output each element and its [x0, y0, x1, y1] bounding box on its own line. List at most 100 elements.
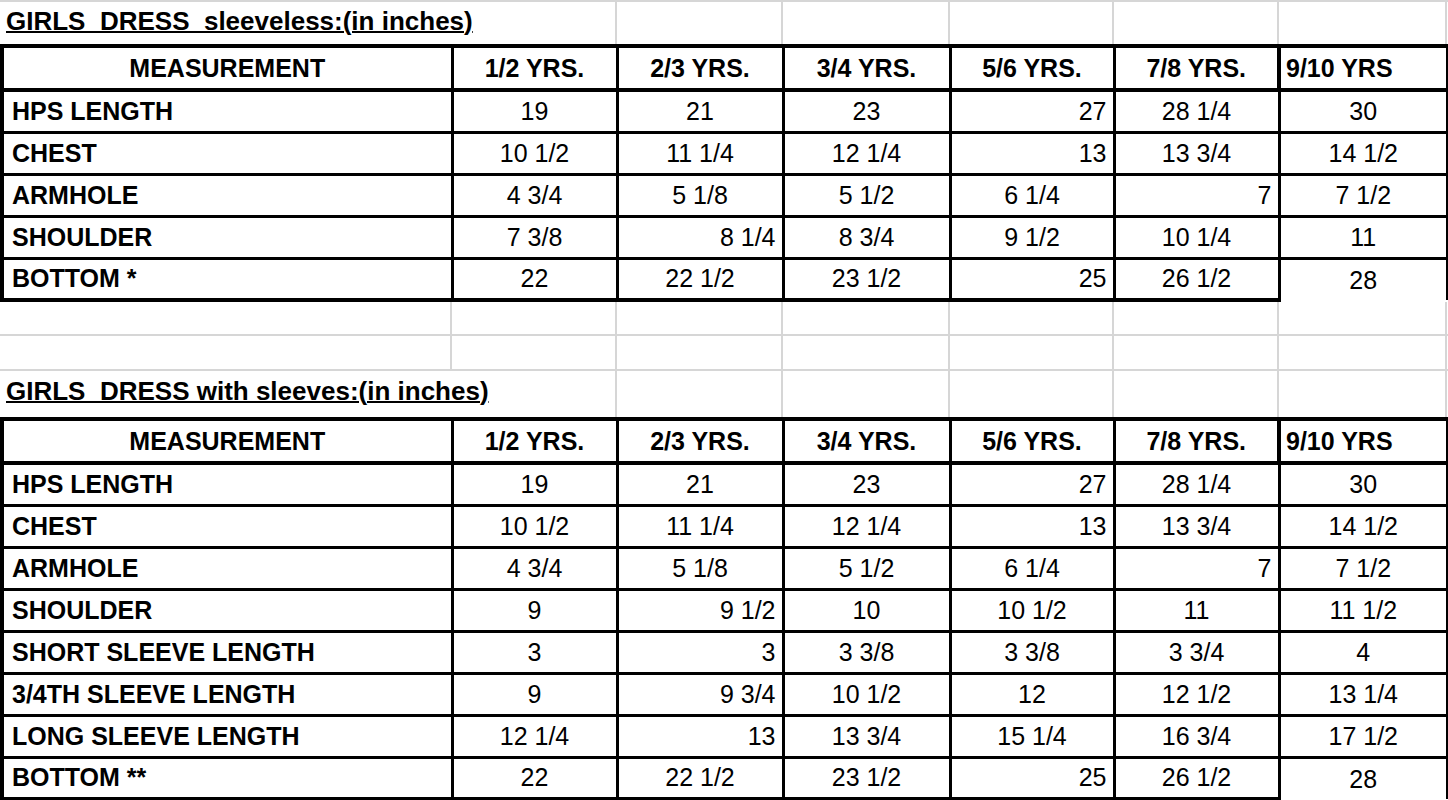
row-label[interactable]: BOTTOM * [2, 258, 452, 300]
row-label[interactable]: SHORT SLEEVE LENGTH [2, 631, 452, 673]
value-cell[interactable]: 19 [452, 463, 617, 505]
value-cell[interactable]: 12 1/4 [783, 132, 950, 174]
value-cell[interactable]: 10 1/2 [783, 673, 950, 715]
value-cell[interactable]: 7 [1114, 547, 1279, 589]
value-cell[interactable]: 13 3/4 [1114, 505, 1279, 547]
value-cell[interactable]: 9 1/2 [617, 589, 783, 631]
value-cell[interactable]: 13 3/4 [1114, 132, 1279, 174]
value-cell[interactable]: 4 3/4 [452, 174, 617, 216]
value-cell[interactable]: 7 1/2 [1279, 547, 1448, 589]
value-cell[interactable]: 12 1/2 [1114, 673, 1279, 715]
value-cell[interactable]: 7 [1114, 174, 1279, 216]
row-label[interactable]: SHOULDER [2, 216, 452, 258]
value-cell[interactable]: 23 [783, 463, 950, 505]
row-label[interactable]: HPS LENGTH [2, 90, 452, 132]
value-cell[interactable]: 6 1/4 [950, 174, 1114, 216]
value-cell[interactable]: 25 [950, 757, 1114, 799]
row-label[interactable]: ARMHOLE [2, 547, 452, 589]
value-cell[interactable]: 11 1/4 [617, 132, 783, 174]
value-cell[interactable]: 21 [617, 463, 783, 505]
value-cell[interactable]: 11 [1114, 589, 1279, 631]
value-cell[interactable]: 13 1/4 [1279, 673, 1448, 715]
column-header[interactable]: 7/8 YRS. [1114, 46, 1279, 90]
value-cell[interactable]: 10 1/2 [452, 132, 617, 174]
value-cell[interactable]: 19 [452, 90, 617, 132]
row-label[interactable]: ARMHOLE [2, 174, 452, 216]
value-cell[interactable]: 5 1/8 [617, 174, 783, 216]
column-header[interactable]: 3/4 YRS. [783, 419, 950, 463]
value-cell[interactable]: 3 [452, 631, 617, 673]
value-cell[interactable]: 3 3/8 [783, 631, 950, 673]
value-cell[interactable]: 8 1/4 [617, 216, 783, 258]
value-cell[interactable]: 16 3/4 [1114, 715, 1279, 757]
value-cell[interactable]: 13 3/4 [783, 715, 950, 757]
value-cell[interactable]: 5 1/8 [617, 547, 783, 589]
value-cell[interactable]: 10 1/4 [1114, 216, 1279, 258]
value-cell[interactable]: 10 [783, 589, 950, 631]
value-cell[interactable]: 26 1/2 [1114, 258, 1279, 300]
value-cell[interactable]: 23 [783, 90, 950, 132]
value-cell[interactable]: 12 [950, 673, 1114, 715]
value-cell[interactable]: 28 1/4 [1114, 463, 1279, 505]
table-title-sleeveless[interactable]: GIRLS DRESS sleeveless:(in inches) [6, 6, 473, 36]
value-cell[interactable]: 27 [950, 463, 1114, 505]
value-cell[interactable]: 22 [452, 757, 617, 799]
value-cell[interactable]: 6 1/4 [950, 547, 1114, 589]
column-header[interactable]: 5/6 YRS. [950, 46, 1114, 90]
value-cell[interactable]: 22 1/2 [617, 757, 783, 799]
value-cell[interactable]: 10 1/2 [452, 505, 617, 547]
column-header[interactable]: MEASUREMENT [2, 46, 452, 90]
row-label[interactable]: HPS LENGTH [2, 463, 452, 505]
table-title-with-sleeves[interactable]: GIRLS DRESS with sleeves:(in inches) [6, 376, 489, 406]
column-header[interactable]: 1/2 YRS. [452, 46, 617, 90]
row-label[interactable]: 3/4TH SLEEVE LENGTH [2, 673, 452, 715]
value-cell[interactable]: 5 1/2 [783, 547, 950, 589]
value-cell[interactable]: 13 [950, 505, 1114, 547]
value-cell[interactable]: 11 1/2 [1279, 589, 1448, 631]
value-cell[interactable]: 7 3/8 [452, 216, 617, 258]
value-cell[interactable]: 17 1/2 [1279, 715, 1448, 757]
value-cell[interactable]: 13 [950, 132, 1114, 174]
value-cell[interactable]: 9 3/4 [617, 673, 783, 715]
value-cell[interactable]: 28 [1279, 757, 1448, 799]
value-cell[interactable]: 30 [1279, 90, 1448, 132]
column-header[interactable]: 1/2 YRS. [452, 419, 617, 463]
row-label[interactable]: LONG SLEEVE LENGTH [2, 715, 452, 757]
value-cell[interactable]: 14 1/2 [1279, 505, 1448, 547]
value-cell[interactable]: 3 3/4 [1114, 631, 1279, 673]
value-cell[interactable]: 30 [1279, 463, 1448, 505]
value-cell[interactable]: 23 1/2 [783, 258, 950, 300]
value-cell[interactable]: 28 1/4 [1114, 90, 1279, 132]
value-cell[interactable]: 21 [617, 90, 783, 132]
value-cell[interactable]: 7 1/2 [1279, 174, 1448, 216]
value-cell[interactable]: 14 1/2 [1279, 132, 1448, 174]
value-cell[interactable]: 4 [1279, 631, 1448, 673]
value-cell[interactable]: 9 [452, 589, 617, 631]
column-header[interactable]: 9/10 YRS [1279, 46, 1448, 90]
row-label[interactable]: BOTTOM ** [2, 757, 452, 799]
value-cell[interactable]: 23 1/2 [783, 757, 950, 799]
column-header[interactable]: 3/4 YRS. [783, 46, 950, 90]
value-cell[interactable]: 22 1/2 [617, 258, 783, 300]
value-cell[interactable]: 3 [617, 631, 783, 673]
value-cell[interactable]: 12 1/4 [452, 715, 617, 757]
value-cell[interactable]: 27 [950, 90, 1114, 132]
column-header[interactable]: MEASUREMENT [2, 419, 452, 463]
value-cell[interactable]: 5 1/2 [783, 174, 950, 216]
row-label[interactable]: CHEST [2, 505, 452, 547]
value-cell[interactable]: 9 [452, 673, 617, 715]
column-header[interactable]: 2/3 YRS. [617, 46, 783, 90]
value-cell[interactable]: 8 3/4 [783, 216, 950, 258]
value-cell[interactable]: 22 [452, 258, 617, 300]
value-cell[interactable]: 12 1/4 [783, 505, 950, 547]
row-label[interactable]: CHEST [2, 132, 452, 174]
column-header[interactable]: 5/6 YRS. [950, 419, 1114, 463]
value-cell[interactable]: 25 [950, 258, 1114, 300]
value-cell[interactable]: 28 [1279, 258, 1448, 300]
column-header[interactable]: 9/10 YRS [1279, 419, 1448, 463]
value-cell[interactable]: 15 1/4 [950, 715, 1114, 757]
value-cell[interactable]: 10 1/2 [950, 589, 1114, 631]
value-cell[interactable]: 3 3/8 [950, 631, 1114, 673]
row-label[interactable]: SHOULDER [2, 589, 452, 631]
value-cell[interactable]: 11 1/4 [617, 505, 783, 547]
